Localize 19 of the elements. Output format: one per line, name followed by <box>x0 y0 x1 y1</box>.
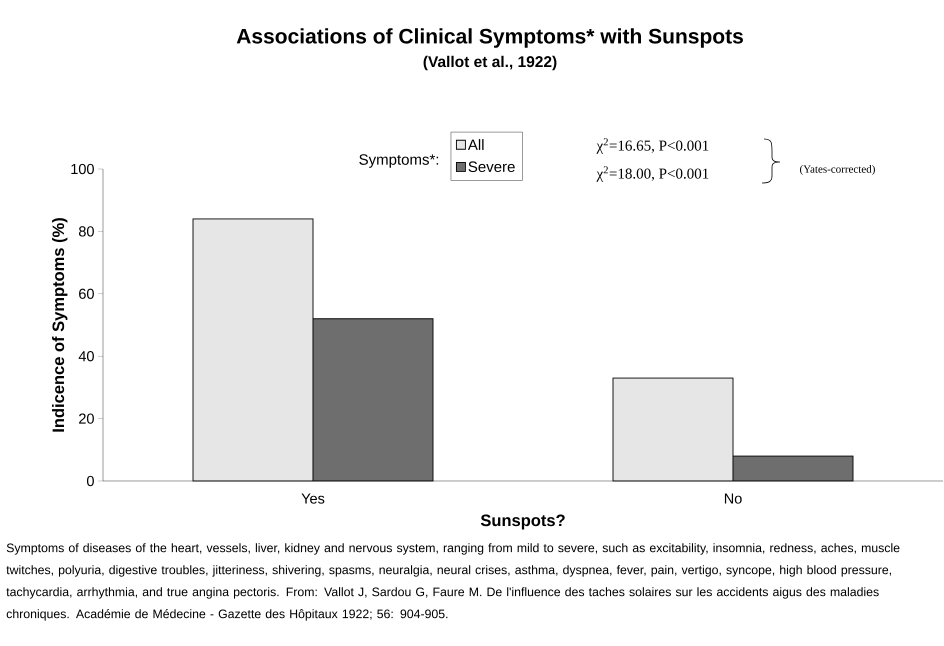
y-tick-label: 0 <box>86 476 94 486</box>
x-axis-title: Sunspots? <box>480 514 565 530</box>
legend-title: Symptoms*: <box>359 154 438 168</box>
y-tick-label: 20 <box>79 413 94 424</box>
x-tick-label: Yes <box>301 494 324 504</box>
legend-label: Severe <box>468 161 515 172</box>
annotation: χ$^{2}$=18.00, P<0.001 <box>596 166 708 182</box>
y-axis-title: Indicence of Symptoms (%) <box>52 218 68 432</box>
y-tick-label: 40 <box>78 351 94 362</box>
annotation: (Yates-corrected) <box>800 165 875 175</box>
text: Symptoms of diseases of the heart, vessels, liver, kidney and nervous system, ranging from mild to severe, such as excitability, insomnia, redness, aches, muscle twitches, polyuria, digestive troubles, jitteriness, shivering, spasms, neuralgia, neural crises, asthma, dyspnea, fever, pain, vertigo, syncope, high blood pressure, tachycardia, arrhythmia, and true angina pectoris. From: Vallot J, Sardou G, Faure M. De l'influence des taches solaires sur les accidents aigus des maladies chroniques. Académie de Médecine - Gazette des Hôpitaux 1922; 56: 904-905. <box>6 543 900 621</box>
x-tick-label: No <box>724 494 742 504</box>
chart-subtitle: (Vallot et al., 1922) <box>424 56 556 70</box>
chart-title: Associations of Clinical Symptoms* with Sunspots <box>236 28 743 48</box>
y-tick-label: 80 <box>78 226 94 237</box>
y-tick-label: 60 <box>79 288 94 299</box>
text: χ$^{2}$=16.65, P<0.001 <box>596 138 708 154</box>
legend-label: All <box>468 139 484 150</box>
y-tick-label: 100 <box>71 164 94 174</box>
